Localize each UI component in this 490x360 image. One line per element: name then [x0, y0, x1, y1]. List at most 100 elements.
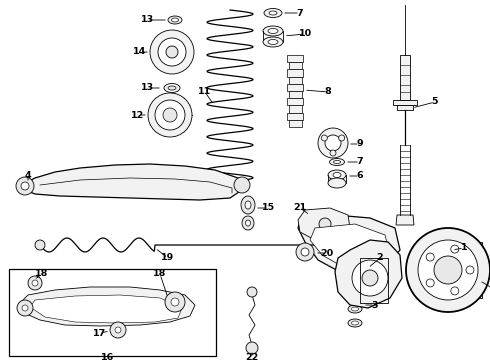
Polygon shape [298, 208, 350, 240]
Polygon shape [287, 69, 303, 77]
Circle shape [148, 93, 192, 137]
Text: 7: 7 [357, 158, 363, 166]
Circle shape [330, 150, 336, 156]
Text: 19: 19 [161, 253, 174, 262]
Polygon shape [30, 295, 182, 323]
Polygon shape [310, 224, 390, 268]
Circle shape [321, 135, 327, 141]
Polygon shape [289, 91, 301, 98]
Ellipse shape [347, 291, 363, 299]
Circle shape [165, 292, 185, 312]
Circle shape [110, 322, 126, 338]
Circle shape [451, 245, 459, 253]
Polygon shape [20, 287, 195, 326]
Ellipse shape [263, 26, 283, 36]
Circle shape [426, 253, 434, 261]
Ellipse shape [328, 178, 346, 188]
Polygon shape [289, 120, 301, 127]
Circle shape [163, 108, 177, 122]
Polygon shape [397, 105, 413, 110]
Text: 4: 4 [24, 171, 31, 180]
Ellipse shape [334, 161, 341, 163]
Circle shape [171, 298, 179, 306]
Circle shape [406, 228, 490, 312]
Ellipse shape [268, 40, 278, 45]
Circle shape [301, 248, 309, 256]
Polygon shape [396, 215, 414, 225]
Polygon shape [287, 113, 303, 120]
Ellipse shape [269, 11, 277, 15]
Polygon shape [287, 84, 303, 91]
Circle shape [319, 218, 331, 230]
Text: 13: 13 [141, 15, 153, 24]
Text: 2: 2 [377, 253, 383, 262]
Circle shape [35, 240, 45, 250]
Circle shape [451, 287, 459, 295]
Polygon shape [393, 100, 417, 105]
Circle shape [22, 305, 28, 311]
Ellipse shape [351, 307, 359, 311]
Text: 16: 16 [101, 354, 115, 360]
Circle shape [158, 38, 186, 66]
Circle shape [362, 270, 378, 286]
Ellipse shape [264, 9, 282, 18]
Circle shape [434, 256, 462, 284]
Ellipse shape [351, 321, 359, 325]
Text: 18: 18 [153, 270, 167, 279]
Circle shape [155, 100, 185, 130]
Circle shape [318, 128, 348, 158]
Ellipse shape [241, 196, 255, 214]
Polygon shape [335, 240, 402, 308]
Polygon shape [289, 62, 301, 69]
Text: 18: 18 [35, 270, 49, 279]
Text: 12: 12 [131, 111, 145, 120]
Ellipse shape [168, 86, 176, 90]
Text: 8: 8 [325, 87, 331, 96]
Ellipse shape [333, 172, 341, 177]
Circle shape [352, 260, 388, 296]
Circle shape [234, 177, 250, 193]
Text: 20: 20 [320, 248, 334, 257]
Circle shape [466, 266, 474, 274]
FancyBboxPatch shape [9, 269, 216, 356]
Text: 5: 5 [432, 98, 438, 107]
Ellipse shape [245, 201, 251, 209]
Ellipse shape [328, 170, 346, 180]
Circle shape [32, 280, 38, 286]
Ellipse shape [164, 84, 180, 93]
Polygon shape [287, 55, 303, 62]
Text: 11: 11 [198, 87, 212, 96]
Ellipse shape [242, 216, 254, 230]
Ellipse shape [268, 28, 278, 33]
FancyBboxPatch shape [400, 55, 410, 100]
Circle shape [17, 300, 33, 316]
Ellipse shape [168, 16, 182, 24]
Text: 6: 6 [357, 171, 363, 180]
Text: 17: 17 [94, 328, 107, 338]
Text: 21: 21 [294, 203, 307, 212]
Polygon shape [298, 215, 400, 275]
Ellipse shape [172, 18, 178, 22]
Ellipse shape [245, 220, 250, 226]
Circle shape [16, 177, 34, 195]
Circle shape [21, 182, 29, 190]
Circle shape [325, 135, 341, 151]
Circle shape [418, 240, 478, 300]
Circle shape [247, 287, 257, 297]
Text: 7: 7 [296, 9, 303, 18]
Polygon shape [287, 98, 303, 105]
Ellipse shape [263, 37, 283, 47]
Text: 13: 13 [141, 84, 153, 93]
Polygon shape [289, 77, 301, 84]
Polygon shape [25, 164, 242, 200]
Text: 22: 22 [245, 354, 259, 360]
Circle shape [150, 30, 194, 74]
Circle shape [115, 327, 121, 333]
Text: 3: 3 [372, 301, 378, 310]
Ellipse shape [348, 319, 362, 327]
Text: 14: 14 [133, 48, 147, 57]
Ellipse shape [348, 305, 362, 313]
Polygon shape [289, 105, 301, 113]
Text: 1: 1 [461, 243, 467, 252]
Circle shape [166, 46, 178, 58]
